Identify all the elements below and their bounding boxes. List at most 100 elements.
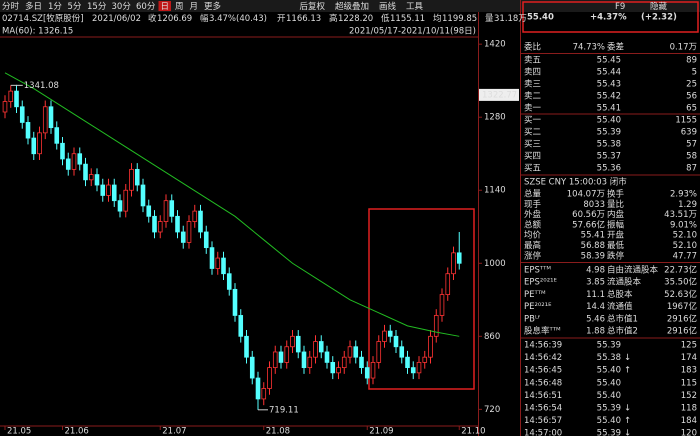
candle-body xyxy=(14,90,19,108)
book-price: 55.39 xyxy=(597,128,621,138)
trade-qty: 152 xyxy=(681,391,697,401)
toolbar-button[interactable]: F9 xyxy=(615,2,625,12)
trade-time: 14:56:48 xyxy=(524,378,562,388)
toolbar-tab[interactable]: 分时 xyxy=(2,1,20,12)
candle-body xyxy=(54,127,60,144)
book-qty: 25 xyxy=(686,80,697,90)
candle-body xyxy=(249,356,255,379)
trade-time: 14:57:00 xyxy=(524,429,562,436)
toolbar-tab[interactable]: 1分 xyxy=(48,2,62,12)
candle-body xyxy=(359,356,364,369)
book-label: 买四 xyxy=(524,152,541,162)
fin-label: 总市值2 xyxy=(607,326,638,337)
info-value: 1228.20 xyxy=(338,14,373,24)
book-label: 买五 xyxy=(524,164,542,174)
trade-qty: 125 xyxy=(681,341,697,351)
candle-body xyxy=(295,335,301,353)
stat-label: 现手 xyxy=(524,199,542,210)
trade-arrow: ↑ xyxy=(624,416,631,426)
toolbar-tab[interactable]: 周 xyxy=(175,2,184,12)
info-label: 高 xyxy=(329,13,338,24)
candle-body xyxy=(19,106,25,123)
toolbar-tab[interactable]: 更多 xyxy=(204,1,222,12)
book-label: 卖四 xyxy=(524,68,541,78)
toolbar-tab[interactable]: 15分 xyxy=(87,2,107,12)
candle-body xyxy=(129,168,134,191)
stat-label: 最低 xyxy=(607,240,625,251)
candle-body xyxy=(272,351,278,369)
candle-body xyxy=(416,361,422,374)
date-range: 2021/05/17-2021/10/11(98日) xyxy=(349,27,476,37)
trade-time: 14:56:39 xyxy=(524,341,562,351)
fin-value: 22.73亿 xyxy=(664,265,697,276)
candle-body xyxy=(192,210,198,222)
candle-body xyxy=(163,200,169,222)
stat-label: 振幅 xyxy=(607,219,625,230)
candle-body xyxy=(451,252,456,275)
toolbar-tab[interactable]: 月 xyxy=(190,2,199,12)
toolbar-tab[interactable]: 30分 xyxy=(112,2,132,12)
fin-label: EPSᵀᵀᴹ xyxy=(524,266,551,276)
candle-body xyxy=(175,215,180,233)
toolbar-button[interactable]: 后复权 xyxy=(300,1,326,12)
info-label: 量 xyxy=(485,14,494,24)
last-price-bg xyxy=(479,88,519,101)
fin-value: 52.63亿 xyxy=(664,289,697,300)
stat-value: 57.66亿 xyxy=(572,219,605,230)
candle-body xyxy=(48,106,54,129)
toolbar-button[interactable]: 工具 xyxy=(406,2,424,12)
candle-body xyxy=(422,356,428,363)
symbol: 02714.SZ[牧原股份] xyxy=(2,13,84,24)
candle-body xyxy=(146,205,152,217)
candle-body xyxy=(244,335,249,358)
toolbar-tab[interactable]: 多日 xyxy=(25,1,42,12)
book-price: 55.38 xyxy=(597,140,621,150)
ma60-line xyxy=(4,72,460,337)
candle-body xyxy=(290,335,295,348)
book-qty: 65 xyxy=(686,104,697,114)
trade-time: 14:56:57 xyxy=(524,416,562,426)
toolbar-tab[interactable]: 5分 xyxy=(68,2,82,12)
fin-value: 2916亿 xyxy=(667,326,697,337)
stat-value: 2.93% xyxy=(670,190,697,200)
trade-time: 14:56:42 xyxy=(524,353,562,363)
ratio-label: 委比 xyxy=(524,42,541,53)
candle-body xyxy=(410,367,416,374)
stat-value: 1.29 xyxy=(678,200,697,210)
candle-body xyxy=(353,346,359,358)
candle-body xyxy=(88,174,94,181)
fin-label: 流通股本 xyxy=(607,277,642,288)
y-tick-label: 1000 xyxy=(484,259,506,269)
trade-qty: 115 xyxy=(681,378,697,388)
low-annotation: 719.11 xyxy=(269,405,299,415)
info-label: 收 xyxy=(148,13,157,24)
market-status: SZSE CNY 15:00:03 闭市 xyxy=(524,177,627,188)
info-value: 1199.85 xyxy=(442,14,477,24)
candle-body xyxy=(307,356,313,369)
fin-label: 流通值 xyxy=(607,301,633,312)
fin-label: PBᴸᶠ xyxy=(524,314,540,324)
trade-price: 55.39 xyxy=(597,404,621,414)
candle-body xyxy=(428,335,433,358)
toolbar-tab[interactable]: 日 xyxy=(161,2,170,12)
toolbar-button[interactable]: 隐藏 xyxy=(650,1,668,12)
candle-body xyxy=(8,90,14,102)
trade-price: 55.38 xyxy=(597,353,621,363)
candle-body xyxy=(330,361,336,374)
toolbar-tab[interactable]: 60分 xyxy=(136,2,156,12)
candle-body xyxy=(232,288,238,316)
info-label: 均 xyxy=(433,13,442,24)
toolbar-button[interactable]: 超级叠加 xyxy=(335,1,369,12)
stat-value: 8033 xyxy=(583,200,605,210)
candle-body xyxy=(106,184,111,196)
trade-arrow: ↓ xyxy=(624,353,631,363)
candle-body xyxy=(382,330,387,342)
toolbar-button[interactable]: 画线 xyxy=(379,1,397,12)
candle-body xyxy=(186,221,192,243)
book-label: 卖一 xyxy=(524,104,542,114)
stat-value: 52.10 xyxy=(673,231,697,241)
ma-label: MA(60): 1326.15 xyxy=(2,27,73,37)
fin-value: 14.4 xyxy=(586,302,605,312)
candle-body xyxy=(94,174,100,186)
candle-body xyxy=(433,315,439,337)
